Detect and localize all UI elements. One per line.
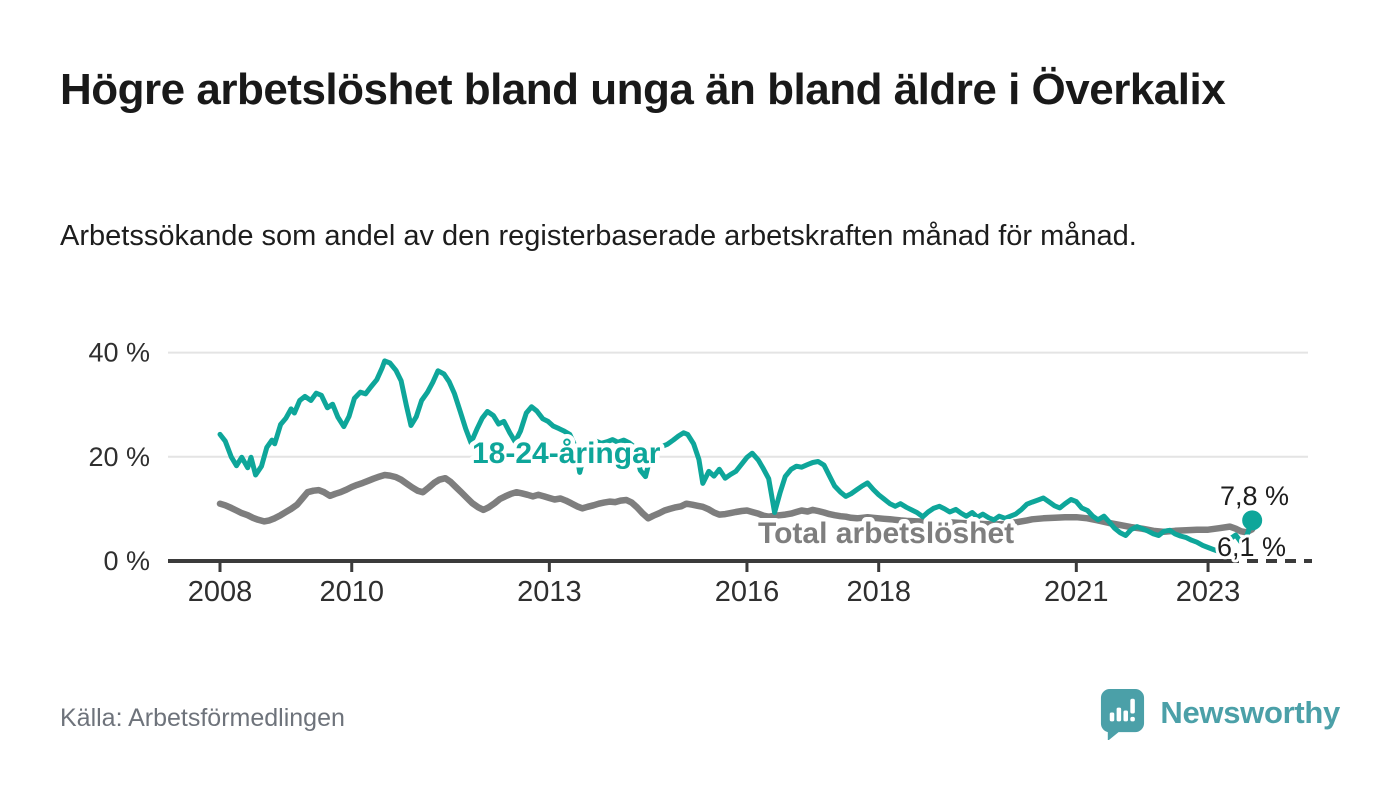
logo-exclamation-bar [1130, 698, 1136, 714]
logo-exclamation-dot [1130, 716, 1136, 722]
y-tick-label-40: 40 % [88, 338, 150, 368]
newsworthy-branding: Newsworthy [1098, 687, 1340, 740]
brand-name: Newsworthy [1160, 695, 1340, 730]
x-tick-label-2013: 2013 [517, 576, 582, 608]
logo-bubble [1101, 688, 1145, 740]
x-tick-label-2023: 2023 [1176, 576, 1241, 608]
series-line-youth [217, 358, 1255, 554]
newsworthy-logo-icon [1101, 688, 1145, 740]
y-tick-label-20: 20 % [88, 442, 150, 472]
series-line-total [216, 471, 1256, 536]
series-label-youth: 18-24-åringar [472, 437, 661, 470]
x-tick-label-2018: 2018 [846, 576, 911, 608]
youth-end-value-label: 7,8 % [1220, 481, 1289, 511]
x-tick-label-2008: 2008 [188, 576, 253, 608]
x-tick-label-2021: 2021 [1044, 576, 1109, 608]
source-attribution: Källa: Arbetsförmedlingen [60, 704, 345, 732]
chart-subtitle: Arbetssökande som andel av den registerb… [60, 220, 1137, 252]
x-tick-label-2010: 2010 [319, 576, 384, 608]
youth-end-dot [1242, 510, 1263, 531]
logo-bar-1 [1110, 712, 1115, 722]
logo-bar-2 [1117, 707, 1122, 722]
series-label-total: Total arbetslöshet [758, 517, 1014, 550]
logo-bar-3 [1123, 710, 1129, 722]
y-tick-label-0: 0 % [103, 546, 150, 576]
page-title: Högre arbetslöshet bland unga än bland ä… [60, 65, 1226, 114]
total-end-value-label: 6,1 % [1217, 532, 1286, 562]
x-tick-label-2016: 2016 [715, 576, 780, 608]
